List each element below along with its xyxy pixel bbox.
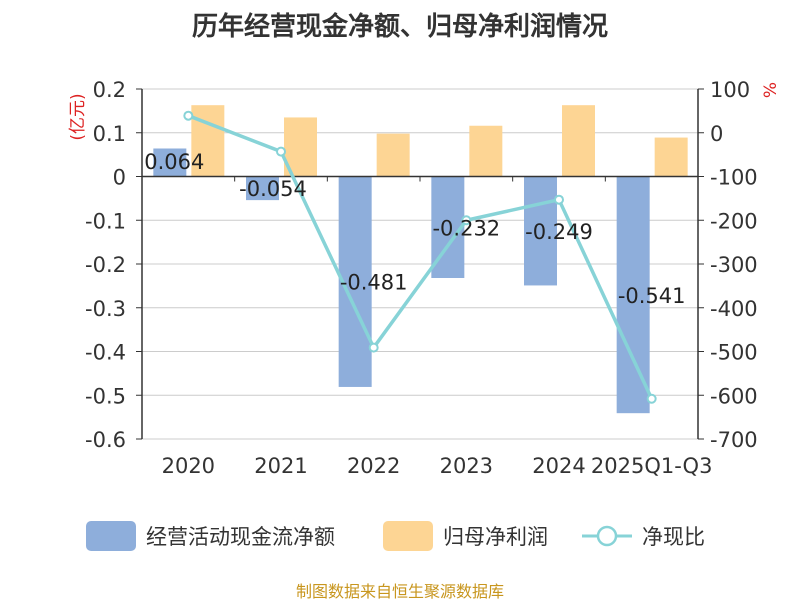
data-label-cashflow: 0.064 — [144, 150, 204, 174]
y-right-tick-label: 0 — [710, 122, 723, 146]
legend-label-net-profit: 归母净利润 — [443, 525, 548, 549]
legend-item-cashflow[interactable]: 经营活动现金流净额 — [86, 518, 335, 554]
legend-swatch-net-profit — [383, 521, 433, 551]
x-tick-label: 2024 — [532, 454, 585, 478]
legend-item-cash-ratio[interactable]: 净现比 — [582, 518, 705, 554]
y-right-tick-label: -500 — [710, 341, 758, 365]
bar-net-profit — [562, 105, 595, 177]
bar-cashflow — [153, 148, 187, 177]
y-right-axis-label: % — [761, 82, 781, 98]
bar-cashflow — [524, 176, 557, 286]
y-left-tick-label: 0 — [113, 166, 126, 190]
source-note: 制图数据来自恒生聚源数据库 — [295, 582, 504, 601]
data-label-cashflow: -0.054 — [239, 177, 307, 201]
y-right-tick-label: -300 — [710, 253, 758, 277]
bar-net-profit — [469, 125, 503, 177]
x-tick-label: 2025Q1-Q3 — [591, 454, 713, 478]
point-cash-ratio — [276, 146, 286, 157]
point-cash-ratio — [554, 194, 564, 205]
point-cash-ratio — [183, 110, 194, 121]
y-right-tick-label: -100 — [710, 166, 758, 190]
data-label-cashflow: -0.481 — [340, 271, 408, 295]
point-cash-ratio — [368, 342, 379, 353]
bar-cashflow — [616, 176, 650, 414]
y-right-tick-label: -400 — [710, 297, 758, 321]
y-left-axis-label: (亿元) — [68, 93, 88, 140]
bar-net-profit — [191, 105, 225, 177]
y-left-tick-label: 0.2 — [93, 78, 126, 102]
y-left-tick-label: -0.2 — [85, 253, 126, 277]
point-cash-ratio — [461, 215, 472, 226]
x-tick-label: 2022 — [347, 454, 400, 478]
y-left-tick-label: 0.1 — [93, 122, 126, 146]
legend-swatch-cashflow — [86, 521, 136, 551]
bar-net-profit — [376, 133, 410, 177]
y-left-tick-label: -0.4 — [85, 341, 126, 365]
legend-item-net-profit[interactable]: 归母净利润 — [383, 518, 548, 554]
x-tick-label: 2021 — [254, 454, 307, 478]
legend: 经营活动现金流净额 归母净利润 净现比 — [0, 518, 800, 554]
point-cash-ratio — [646, 393, 657, 404]
x-tick-label: 2023 — [440, 454, 493, 478]
data-label-cashflow: -0.249 — [525, 220, 593, 244]
bar-net-profit — [654, 137, 688, 177]
legend-line-cash-ratio — [582, 521, 632, 551]
y-left-tick-label: -0.1 — [85, 209, 126, 233]
line-cash-ratio — [187, 114, 654, 400]
y-left-tick-label: -0.3 — [85, 297, 126, 321]
data-label-cashflow: -0.541 — [618, 284, 686, 308]
data-label-cashflow: -0.232 — [432, 216, 500, 240]
y-right-tick-label: -200 — [710, 209, 758, 233]
legend-label-cash-ratio: 净现比 — [642, 525, 705, 549]
y-right-tick-label: -600 — [710, 384, 758, 408]
y-right-tick-label: -700 — [710, 428, 758, 452]
y-left-tick-label: -0.5 — [85, 384, 126, 408]
chart-title: 历年经营现金净额、归母净利润情况 — [191, 12, 608, 42]
legend-label-cashflow: 经营活动现金流净额 — [146, 525, 335, 549]
y-right-tick-label: 100 — [710, 78, 750, 102]
bar-cashflow — [246, 176, 279, 201]
x-tick-label: 2020 — [162, 454, 215, 478]
y-left-tick-label: -0.6 — [85, 428, 126, 452]
